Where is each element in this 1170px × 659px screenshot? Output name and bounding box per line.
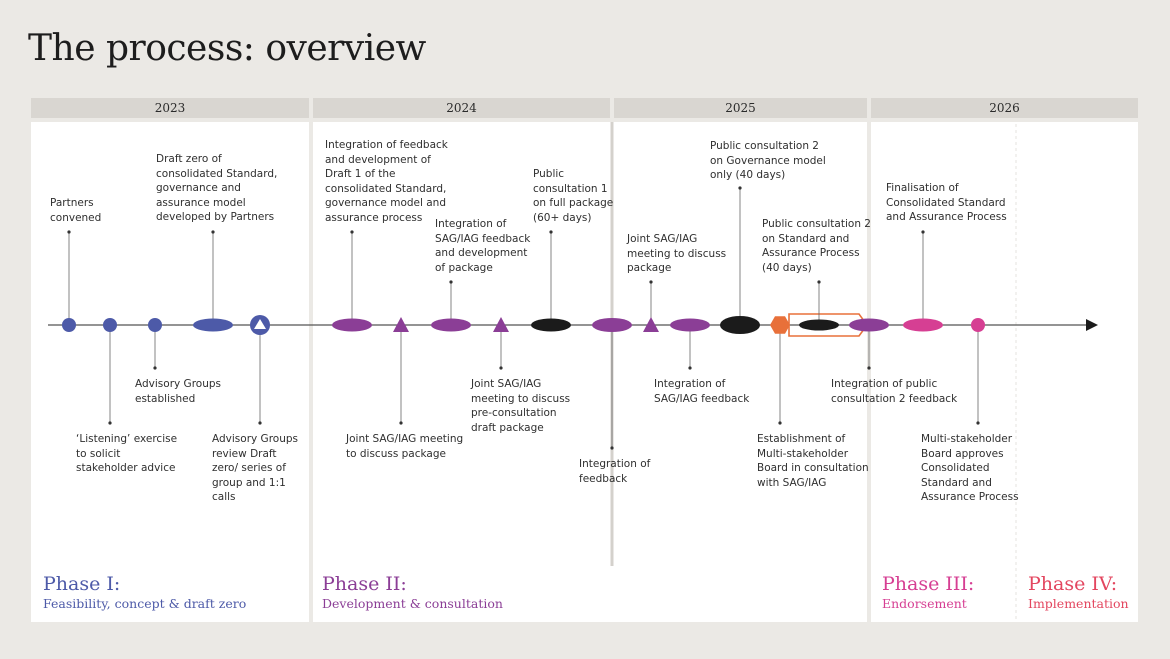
milestone-7-triangle-marker [393, 317, 409, 332]
milestone-18-label: Finalisation of Consolidated Standard an… [886, 182, 1007, 223]
year-bar-2024: 2024 [313, 98, 610, 118]
year-bar-2023: 2023 [31, 98, 309, 118]
connector-end-dot-7 [399, 421, 403, 425]
milestone-14-ellipse-marker [720, 316, 760, 334]
connector-end-dot-15 [778, 421, 782, 425]
phase-2-panel [313, 122, 867, 622]
phase-4-title: Phase IV: [1028, 573, 1118, 595]
year-bar-2025: 2025 [614, 98, 867, 118]
connector-end-dot-8 [449, 280, 453, 284]
connector-end-dot-5 [258, 421, 262, 425]
milestone-10-ellipse-marker [531, 318, 571, 332]
phase-3-4-panel [871, 122, 1138, 622]
connector-end-dot-16 [817, 280, 821, 284]
milestone-4-label: Draft zero of consolidated Standard, gov… [156, 153, 278, 223]
year-bar-2026: 2026 [871, 98, 1138, 118]
milestone-8-label: Integration of SAG/IAG feedback and deve… [435, 218, 531, 274]
phase-4-subtitle: Implementation [1028, 596, 1129, 611]
milestone-9-triangle-marker [493, 317, 509, 332]
milestone-12-label: Joint SAG/IAG meeting to discuss package [627, 233, 727, 274]
milestone-3-circle-marker [148, 318, 162, 332]
phase-2-title: Phase II: [322, 573, 407, 595]
milestone-19-label: Multi-stakeholder Board approves Consoli… [921, 433, 1019, 503]
phase-1-title: Phase I: [43, 573, 121, 595]
connector-end-dot-13 [688, 366, 692, 370]
milestone-17-label: Integration of public consultation 2 fee… [831, 378, 958, 405]
connector-end-dot-18 [921, 230, 925, 234]
milestone-7-label: Joint SAG/IAG meeting to discuss package [346, 433, 464, 460]
milestone-5-label: Advisory Groups review Draft zero/ serie… [212, 433, 298, 503]
connector-end-dot-12 [649, 280, 653, 284]
milestone-5-triangle-in-circle-marker [250, 315, 270, 335]
milestone-16-ellipse-marker [799, 319, 839, 331]
connector-end-dot-2 [108, 421, 112, 425]
milestone-16-label: Public consultation 2 on Standard and As… [762, 218, 871, 274]
milestone-13-label: Integration of SAG/IAG feedback [654, 378, 750, 405]
milestone-14-label: Public consultation 2 on Governance mode… [710, 140, 826, 181]
page-title: The process: overview [28, 28, 426, 69]
milestone-9-label: Joint SAG/IAG meeting to discuss pre-con… [471, 378, 571, 434]
connector-end-dot-3 [153, 366, 157, 370]
milestone-11-label: Integration of feedback [579, 458, 651, 485]
milestone-3-label: Advisory Groups established [135, 378, 221, 405]
connector-end-dot-19 [976, 421, 980, 425]
milestone-13-ellipse-marker [670, 318, 710, 332]
milestone-6-label: Integration of feedback and development … [325, 139, 448, 224]
connector-end-dot-14 [738, 186, 742, 190]
phase-3-title: Phase III: [882, 573, 975, 595]
milestone-1-label: Partners convened [50, 197, 102, 224]
milestone-12-triangle-marker [643, 317, 659, 332]
milestone-8-ellipse-marker [431, 318, 471, 332]
connector-end-dot-11 [610, 446, 614, 450]
phase-1-panel [31, 122, 309, 622]
milestone-10-label: Public consultation 1 on full package (6… [533, 168, 614, 224]
phase-1-subtitle: Feasibility, concept & draft zero [43, 596, 247, 611]
milestone-15-label: Establishment of Multi-stakeholder Board… [757, 433, 869, 489]
phase-2-subtitle: Development & consultation [322, 596, 503, 611]
connector-end-dot-9 [499, 366, 503, 370]
connector-end-dot-1 [67, 230, 71, 234]
connector-end-dot-6 [350, 230, 354, 234]
milestone-19-circle-marker [971, 318, 985, 332]
connector-end-dot-4 [211, 230, 215, 234]
milestone-6-ellipse-marker [332, 318, 372, 332]
milestone-15-hexagon-marker [770, 316, 790, 334]
milestone-18-ellipse-marker [903, 318, 943, 332]
phase-3-subtitle: Endorsement [882, 596, 967, 611]
milestone-4-ellipse-marker [193, 318, 233, 332]
milestone-1-circle-marker [62, 318, 76, 332]
connector-end-dot-10 [549, 230, 553, 234]
milestone-17-ellipse-marker [849, 318, 889, 332]
milestone-2-label: ‘Listening’ exercise to solicit stakehol… [76, 433, 178, 474]
timeline-arrowhead [1086, 319, 1098, 331]
milestone-2-circle-marker [103, 318, 117, 332]
milestone-11-ellipse-marker [592, 318, 632, 332]
connector-end-dot-17 [867, 366, 871, 370]
